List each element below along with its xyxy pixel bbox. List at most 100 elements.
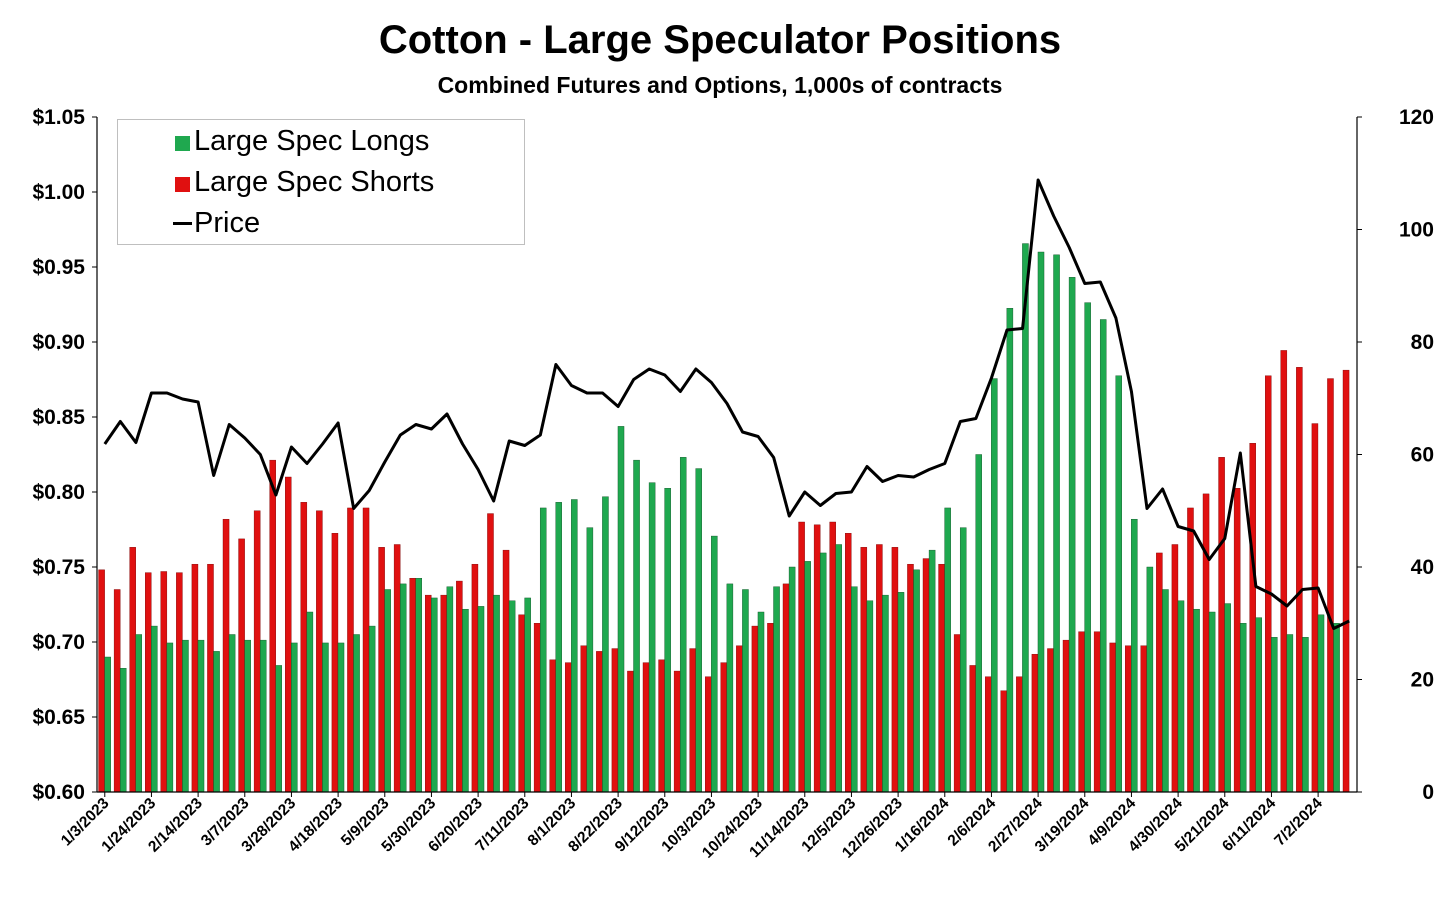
shorts-bar (1249, 443, 1256, 793)
longs-bar (539, 507, 547, 793)
longs-bar (1084, 302, 1091, 793)
longs-bar (166, 642, 174, 793)
shorts-bar (1296, 367, 1303, 793)
legend-label-longs: Large Spec Longs (194, 124, 430, 157)
longs-bar (991, 378, 998, 793)
longs-bar (431, 597, 438, 793)
longs-bar (664, 488, 671, 793)
legend-line-price (173, 222, 192, 225)
legend-swatch-longs (175, 136, 190, 151)
shorts-bar (222, 518, 230, 793)
shorts-bar (627, 670, 634, 793)
shorts-bar (176, 572, 183, 793)
shorts-bar (938, 563, 945, 793)
shorts-bar (767, 623, 774, 793)
left-tick-label: $1.05 (32, 106, 85, 129)
longs-bar (1317, 614, 1325, 793)
shorts-bar (845, 533, 852, 793)
longs-bar (462, 608, 469, 793)
longs-bar (119, 668, 127, 793)
shorts-bar (969, 665, 976, 793)
legend-label-shorts: Large Spec Shorts (194, 165, 435, 198)
longs-bar (322, 642, 329, 793)
shorts-bar (1156, 552, 1163, 793)
longs-bars (104, 243, 1340, 793)
left-tick-label: $0.70 (32, 631, 85, 654)
longs-bar (726, 583, 734, 793)
shorts-bar (533, 623, 541, 793)
longs-bar (788, 566, 796, 793)
shorts-bar (1047, 648, 1054, 793)
shorts-bar (409, 578, 416, 793)
shorts-bar (440, 594, 448, 793)
longs-bar (586, 527, 594, 793)
longs-bar (866, 600, 874, 793)
longs-bar (182, 639, 189, 793)
longs-bar (337, 642, 345, 793)
longs-bar (1131, 518, 1138, 793)
longs-bar (1208, 611, 1216, 793)
longs-bar (555, 502, 562, 793)
legend-swatch-shorts (175, 177, 190, 192)
legend-item-longs: Large Spec Longs (194, 122, 429, 160)
left-tick-label: $0.65 (32, 706, 85, 729)
shorts-bar (471, 563, 479, 793)
longs-bar (819, 552, 827, 793)
shorts-bar (1109, 642, 1116, 793)
price-line-group (103, 178, 1350, 630)
longs-bar (851, 586, 858, 793)
left-tick-label: $0.80 (32, 481, 85, 504)
longs-bar (1177, 600, 1185, 793)
left-tick-label: $0.85 (32, 406, 85, 429)
longs-bar (1255, 617, 1262, 793)
longs-bar (633, 459, 640, 793)
longs-bar (1099, 319, 1107, 793)
shorts-bar (1202, 493, 1210, 793)
longs-bar (104, 656, 111, 793)
longs-bar (617, 426, 625, 793)
longs-bar (384, 589, 391, 793)
shorts-bar (160, 571, 168, 793)
left-tick-label: $0.95 (32, 256, 85, 279)
shorts-bar (549, 659, 556, 793)
right-tick-label: 100 (1399, 219, 1434, 242)
shorts-bar (689, 648, 696, 793)
shorts-bar (1062, 639, 1070, 793)
longs-bar (151, 625, 158, 793)
shorts-bar (860, 547, 868, 793)
chart-subtitle: Combined Futures and Options, 1,000s of … (437, 72, 1003, 98)
shorts-bar (129, 547, 136, 793)
longs-bar (648, 482, 656, 793)
longs-bar (757, 611, 765, 793)
shorts-bar (1342, 369, 1350, 793)
shorts-bar (1233, 488, 1241, 793)
shorts-bar (876, 544, 883, 793)
longs-bar (882, 594, 889, 793)
longs-bar (306, 611, 314, 793)
shorts-bar (720, 662, 728, 793)
shorts-bar (1171, 544, 1179, 793)
longs-bar (399, 583, 407, 793)
longs-bar (835, 544, 842, 793)
shorts-bar (425, 594, 432, 793)
longs-bar (1115, 375, 1122, 793)
legend-label-price: Price (194, 206, 261, 239)
left-tick-label: $0.90 (32, 331, 85, 354)
legend-item-price: Price (194, 204, 260, 242)
longs-bar (368, 625, 376, 793)
longs-bar (275, 665, 283, 793)
shorts-bar (238, 538, 245, 793)
shorts-bar (98, 569, 105, 793)
shorts-bar (565, 662, 572, 793)
longs-bar (1271, 637, 1278, 793)
longs-bar (1193, 608, 1200, 793)
shorts-bar (502, 549, 510, 793)
longs-bar (1239, 623, 1247, 793)
right-tick-label: 0 (1422, 781, 1434, 804)
longs-bar (415, 578, 423, 793)
longs-bar (975, 454, 982, 793)
shorts-bar (673, 670, 681, 793)
shorts-bar (285, 476, 292, 793)
longs-bar (679, 457, 687, 793)
shorts-bar (253, 510, 261, 793)
